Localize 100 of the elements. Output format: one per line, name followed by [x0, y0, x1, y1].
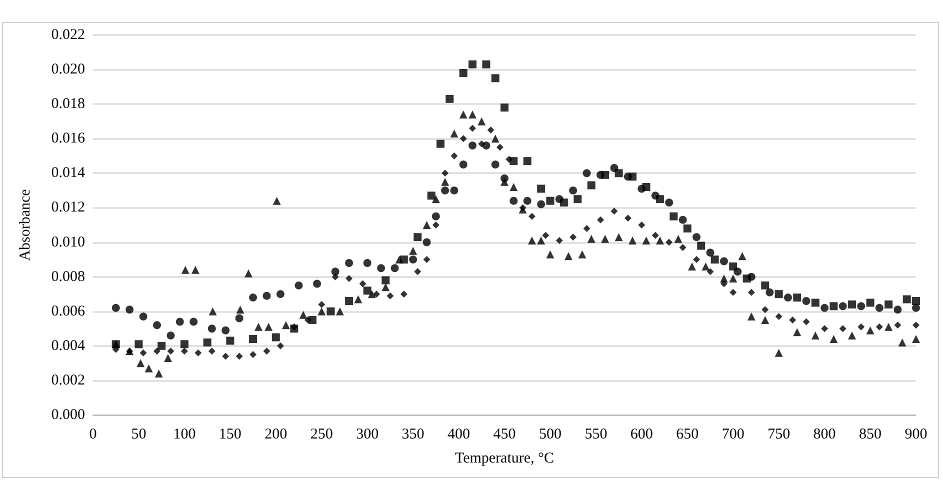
point — [614, 169, 623, 178]
point — [409, 256, 418, 264]
point — [902, 295, 911, 304]
x-tick-label: 100 — [173, 426, 196, 442]
point — [555, 195, 564, 204]
x-tick-label: 200 — [264, 426, 288, 442]
point — [784, 294, 792, 302]
point — [363, 259, 372, 267]
point — [912, 297, 920, 305]
point — [774, 290, 783, 298]
point — [326, 307, 335, 316]
point — [441, 186, 450, 194]
point — [414, 233, 422, 242]
point — [610, 164, 618, 172]
point — [180, 340, 188, 348]
point — [208, 324, 216, 333]
point — [468, 60, 476, 68]
y-tick-label: 0.018 — [51, 96, 85, 112]
point — [720, 257, 728, 266]
point — [537, 184, 546, 193]
point — [482, 60, 490, 68]
x-tick-label: 650 — [676, 426, 699, 442]
y-tick-label: 0.008 — [51, 268, 85, 285]
point — [838, 302, 847, 310]
y-tick-label: 0.020 — [51, 62, 85, 78]
x-tick-label: 450 — [493, 426, 516, 442]
point — [276, 290, 284, 298]
x-tick-label: 900 — [904, 426, 928, 442]
point — [166, 332, 175, 340]
point — [390, 264, 399, 272]
point — [706, 248, 714, 257]
point — [459, 69, 468, 77]
point — [126, 306, 134, 314]
point — [670, 212, 678, 220]
y-tick-label: 0.010 — [51, 234, 85, 250]
point — [729, 262, 738, 270]
point — [382, 276, 390, 284]
x-tick-label: 50 — [131, 426, 146, 442]
point — [226, 336, 234, 345]
y-tick-label: 0.022 — [51, 27, 85, 43]
point — [811, 298, 820, 307]
point — [377, 264, 386, 272]
y-tick-label: 0.002 — [51, 372, 85, 388]
point — [866, 298, 874, 307]
point — [432, 212, 440, 220]
point — [450, 186, 458, 194]
point — [491, 160, 500, 169]
point — [793, 294, 802, 302]
y-tick-label: 0.014 — [51, 165, 86, 182]
y-tick-label: 0.012 — [51, 200, 85, 216]
point — [546, 196, 554, 205]
y-tick-label: 0.016 — [51, 130, 86, 147]
x-tick-label: 150 — [218, 426, 242, 442]
point — [802, 297, 810, 305]
point — [651, 192, 660, 200]
point — [638, 184, 646, 193]
y-tick-label: 0.000 — [51, 407, 85, 423]
point — [363, 286, 372, 295]
point — [313, 280, 322, 288]
point — [491, 74, 500, 82]
x-tick-label: 850 — [859, 426, 882, 442]
x-tick-label: 700 — [722, 426, 744, 442]
point — [766, 288, 774, 296]
point — [678, 216, 687, 224]
x-tick-label: 0 — [89, 426, 97, 442]
point — [468, 142, 476, 150]
point — [510, 196, 518, 205]
point — [537, 200, 546, 208]
point — [734, 268, 742, 276]
point — [875, 304, 884, 312]
point — [830, 302, 838, 310]
point — [235, 314, 244, 322]
point — [523, 157, 532, 166]
point — [710, 256, 719, 264]
point — [587, 181, 596, 190]
point — [500, 104, 508, 112]
point — [203, 338, 212, 346]
x-tick-label: 250 — [310, 426, 333, 442]
point — [176, 318, 184, 326]
point — [884, 300, 893, 308]
y-tick-label: 0.004 — [51, 338, 86, 354]
point — [574, 195, 582, 204]
point — [345, 297, 354, 305]
x-tick-label: 400 — [448, 426, 470, 442]
x-tick-label: 500 — [538, 426, 562, 442]
point — [857, 302, 866, 310]
x-tick-label: 800 — [813, 426, 836, 442]
point — [523, 196, 532, 205]
point — [153, 321, 162, 330]
point — [761, 281, 770, 290]
point — [249, 335, 258, 343]
point — [222, 326, 230, 334]
point — [692, 233, 701, 242]
point — [459, 160, 468, 169]
point — [139, 312, 148, 321]
point — [848, 300, 856, 308]
point — [158, 342, 166, 350]
x-tick-label: 350 — [402, 426, 424, 442]
point — [665, 198, 674, 207]
point — [436, 140, 444, 148]
